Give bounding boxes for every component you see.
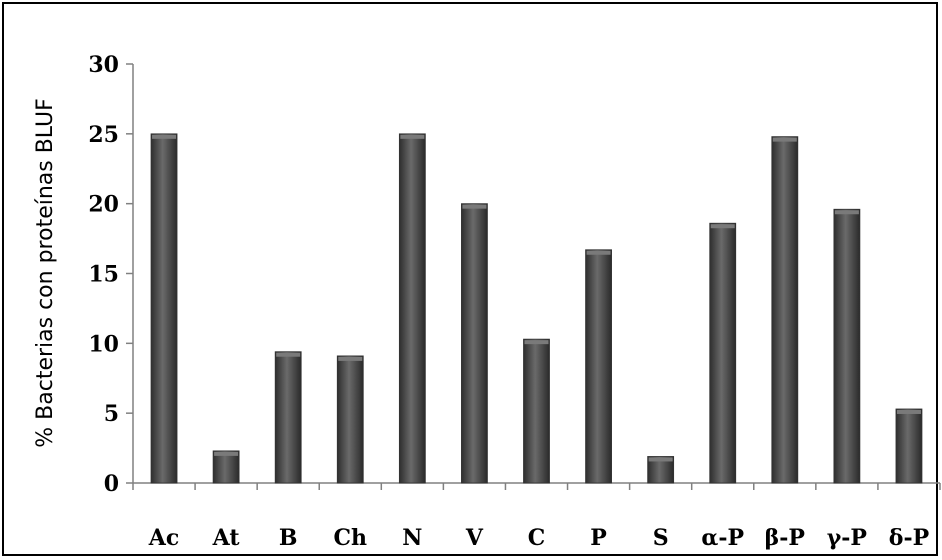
x-tick-label: P bbox=[590, 525, 607, 551]
x-tick-label: δ-P bbox=[889, 525, 929, 551]
bar-top-bevel bbox=[586, 250, 611, 255]
bar bbox=[585, 249, 612, 484]
y-tick-label: 20 bbox=[88, 192, 119, 218]
bar-top-bevel bbox=[648, 457, 673, 462]
bar-top-bevel bbox=[214, 451, 239, 456]
y-tick-label: 15 bbox=[88, 262, 119, 288]
bar-top-bevel bbox=[710, 224, 735, 229]
x-tick-label: B bbox=[279, 525, 298, 551]
x-tick-label: α-P bbox=[701, 525, 744, 551]
bar bbox=[150, 133, 178, 484]
bar-top-bevel bbox=[338, 356, 363, 361]
y-tick-label: 0 bbox=[104, 471, 119, 497]
bar-top-bevel bbox=[772, 137, 797, 142]
bar bbox=[461, 203, 488, 484]
y-tick-label: 25 bbox=[88, 122, 119, 148]
bar bbox=[212, 450, 240, 484]
bar bbox=[336, 355, 364, 484]
bar-top-bevel bbox=[400, 134, 425, 139]
y-tick-label: 10 bbox=[88, 331, 119, 357]
x-tick-label: V bbox=[465, 525, 484, 551]
bar-top-bevel bbox=[524, 340, 549, 345]
y-tick-label: 30 bbox=[88, 52, 119, 78]
y-axis-label: % Bacterias con proteínas BLUF bbox=[33, 98, 58, 447]
bar bbox=[833, 208, 861, 484]
bar-top-bevel bbox=[152, 134, 177, 139]
x-tick-label: C bbox=[528, 525, 546, 551]
x-tick-label: N bbox=[402, 525, 422, 551]
x-tick-label: γ-P bbox=[827, 525, 867, 551]
bar bbox=[274, 351, 302, 484]
bar bbox=[523, 338, 550, 484]
x-tick-label: Ch bbox=[334, 525, 368, 551]
bar-top-bevel bbox=[896, 409, 921, 414]
bar-top-bevel bbox=[462, 204, 487, 209]
x-tick-label: At bbox=[212, 525, 241, 551]
x-tick-label: β-P bbox=[765, 525, 805, 551]
bar bbox=[771, 136, 799, 484]
bars bbox=[150, 133, 923, 484]
bar-top-bevel bbox=[834, 210, 859, 215]
bar-top-bevel bbox=[276, 352, 301, 357]
bar bbox=[709, 222, 737, 484]
x-tick-label: S bbox=[653, 525, 669, 551]
bar bbox=[895, 408, 923, 484]
x-tick-label: Ac bbox=[148, 525, 179, 551]
y-tick-label: 5 bbox=[104, 401, 119, 427]
bar bbox=[398, 133, 426, 484]
